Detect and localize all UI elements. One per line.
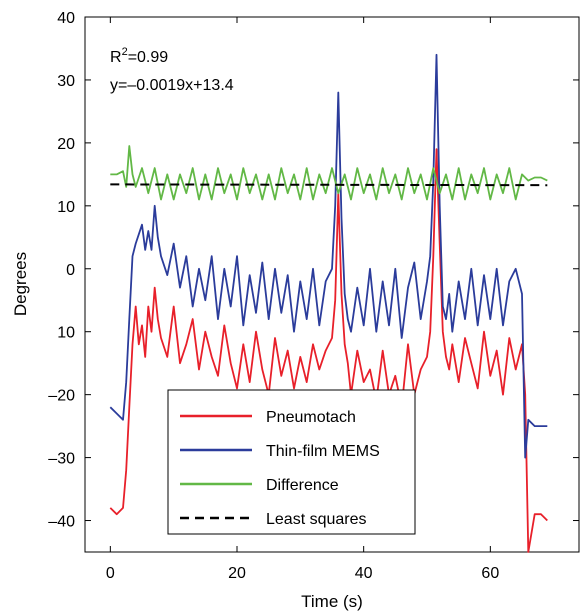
series-line-pneumotach: [109, 148, 548, 553]
legend-box: [167, 389, 416, 535]
legend: Pneumotach Thin-film MEMS Difference Least …: [167, 389, 416, 535]
y-tick-label: –40: [48, 514, 75, 531]
x-tick-label: 40: [355, 565, 373, 582]
x-axis-title: Time (s): [301, 592, 363, 611]
legend-label: Thin-film MEMS: [266, 443, 380, 460]
series-line-least-squares: [110, 183, 548, 187]
axis-ticks: 40 30 20 10 0 10 –20 –30 –40 0 20 40 60: [48, 10, 579, 582]
series-line-thin-film-mems: [109, 53, 548, 459]
y-tick-label: 10: [57, 325, 75, 342]
x-tick-label: 20: [228, 565, 246, 582]
annotation-r2: R2=0.99: [110, 46, 168, 66]
annotation-equation: y=–0.0019x+13.4: [110, 77, 234, 94]
y-tick-label: 40: [57, 10, 75, 27]
y-tick-label: –20: [48, 388, 75, 405]
legend-label: Pneumotach: [266, 409, 356, 426]
y-axis-title: Degrees: [11, 252, 30, 316]
legend-label: Difference: [266, 477, 339, 494]
y-tick-label: –30: [48, 451, 75, 468]
y-tick-label: 0: [66, 262, 75, 279]
y-tick-label: 20: [57, 136, 75, 153]
x-tick-label: 60: [481, 565, 499, 582]
legend-label: Least squares: [266, 511, 367, 528]
x-tick-label: 0: [106, 565, 115, 582]
y-tick-label: 10: [57, 199, 75, 216]
series-layer: [109, 53, 548, 553]
y-tick-label: 30: [57, 73, 75, 90]
